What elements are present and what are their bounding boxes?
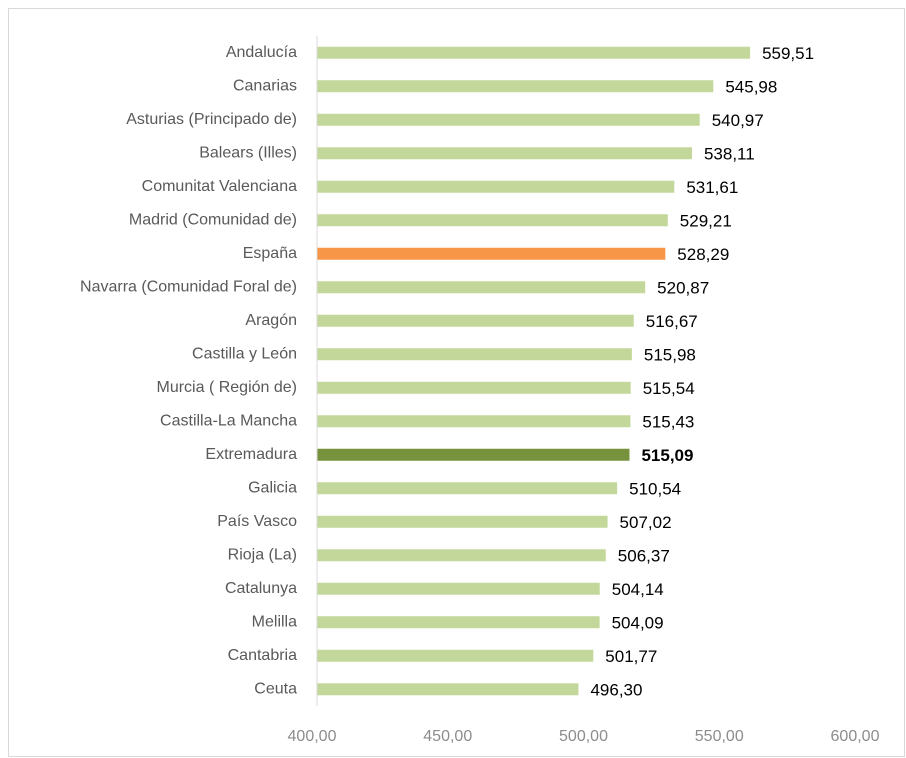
value-label: 559,51 [762,44,814,63]
y-tick-label: Canarias [233,77,297,94]
value-label: 504,14 [612,580,664,599]
bar [317,683,579,696]
bar [317,113,700,126]
y-tick-label: Rioja (La) [228,546,297,563]
y-tick-label: Asturias (Principado de) [126,111,297,128]
y-tick-label: Catalunya [225,580,297,597]
bar [317,281,646,294]
chart-frame [8,8,905,757]
value-label: 531,61 [686,178,738,197]
value-label: 516,67 [646,312,698,331]
value-label: 510,54 [629,480,681,499]
bar [317,616,600,629]
value-label: 545,98 [725,78,777,97]
value-label: 529,21 [680,212,732,231]
value-label: 501,77 [605,647,657,666]
value-label: 506,37 [618,547,670,566]
value-label: 504,09 [612,614,664,633]
value-label: 515,09 [641,446,693,465]
value-label: 496,30 [590,681,642,700]
x-tick-label: 400,00 [288,728,337,745]
y-tick-label: País Vasco [217,513,297,530]
y-tick-label: Cantabria [228,647,297,664]
y-tick-label: España [243,245,297,262]
y-tick-label: Comunitat Valenciana [142,178,297,195]
bar [317,247,666,260]
bar [317,147,692,160]
value-label: 515,54 [643,379,695,398]
value-label: 540,97 [712,111,764,130]
bar [317,582,600,595]
x-tick-label: 450,00 [423,728,472,745]
bar [317,415,631,428]
bar [317,549,606,562]
bar [317,214,668,227]
y-tick-label: Balears (Illes) [199,144,297,161]
y-tick-label: Navarra (Comunidad Foral de) [80,278,297,295]
bar [317,314,634,327]
value-label: 520,87 [657,279,709,298]
y-tick-label: Melilla [252,613,297,630]
x-tick-label: 550,00 [695,728,744,745]
bar [317,46,751,59]
value-label: 515,98 [644,346,696,365]
y-tick-label: Murcia ( Región de) [157,379,298,396]
y-tick-label: Castilla y León [192,345,297,362]
bar [317,482,618,495]
y-tick-label: Madrid (Comunidad de) [129,211,297,228]
bar [317,348,632,361]
value-label: 538,11 [704,145,755,164]
x-tick-label: 500,00 [559,728,608,745]
value-label: 528,29 [677,245,729,264]
y-tick-label: Aragón [245,312,297,329]
bar [317,448,630,461]
bar [317,381,631,394]
y-tick-label: Andalucía [226,44,297,61]
value-label: 515,43 [642,413,694,432]
bar [317,649,594,662]
bar [317,515,608,528]
y-tick-label: Galicia [248,479,297,496]
bar [317,180,675,193]
x-tick-label: 600,00 [831,728,880,745]
y-tick-label: Extremadura [205,446,297,463]
y-tick-label: Castilla-La Mancha [160,412,297,429]
bar [317,80,714,93]
y-tick-label: Ceuta [254,680,297,697]
value-label: 507,02 [620,513,672,532]
